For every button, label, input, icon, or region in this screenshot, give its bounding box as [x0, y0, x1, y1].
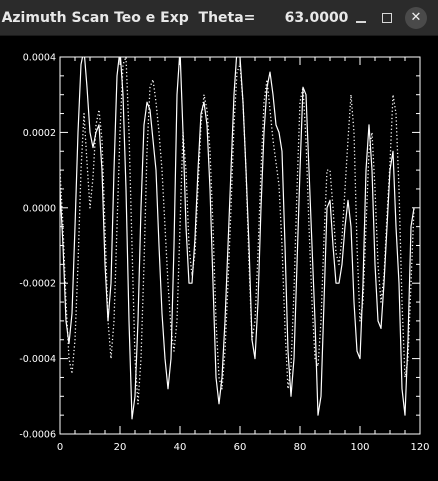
y-tick-label: 0.0002	[23, 128, 56, 139]
maximize-icon	[382, 13, 392, 23]
maximize-button[interactable]	[376, 7, 398, 29]
plot-frame	[60, 57, 420, 434]
y-tick-label: 0.0000	[23, 203, 56, 214]
x-tick-label: 100	[350, 442, 369, 453]
close-button[interactable]: ✕	[405, 7, 427, 29]
y-tick-label: -0.0006	[19, 430, 56, 441]
minimize-icon	[356, 21, 366, 23]
series-layer	[60, 50, 414, 419]
close-icon: ✕	[411, 10, 422, 25]
plot-area: 0 20 40 60 80 100 120 -0.0006 -0.0004 -0.0002 0.00…	[0, 36, 438, 477]
x-tick-label: 0	[57, 442, 63, 453]
series-dotted-line	[60, 57, 414, 404]
x-tick-label: 80	[294, 442, 307, 453]
x-tick-label: 60	[234, 442, 247, 453]
azimuth-scan-chart: 0 20 40 60 80 100 120 -0.0006 -0.0004 -0.0002 0.00…	[0, 36, 438, 477]
x-tick-label: 120	[410, 442, 429, 453]
x-tick-label: 20	[114, 442, 127, 453]
window-title: Azimuth Scan Teo e Exp Theta= 63.0000	[0, 0, 350, 36]
y-tick-label: 0.0004	[23, 53, 56, 64]
x-tick-label: 40	[174, 442, 187, 453]
title-bar[interactable]: Azimuth Scan Teo e Exp Theta= 63.0000 ✕	[0, 0, 438, 36]
minimize-button[interactable]	[350, 7, 372, 29]
y-tick-label: -0.0002	[19, 279, 56, 290]
axes: 0 20 40 60 80 100 120 -0.0006 -0.0004 -0.0002 0.00…	[19, 53, 429, 454]
y-tick-label: -0.0004	[19, 354, 56, 365]
series-solid-line	[60, 50, 414, 419]
